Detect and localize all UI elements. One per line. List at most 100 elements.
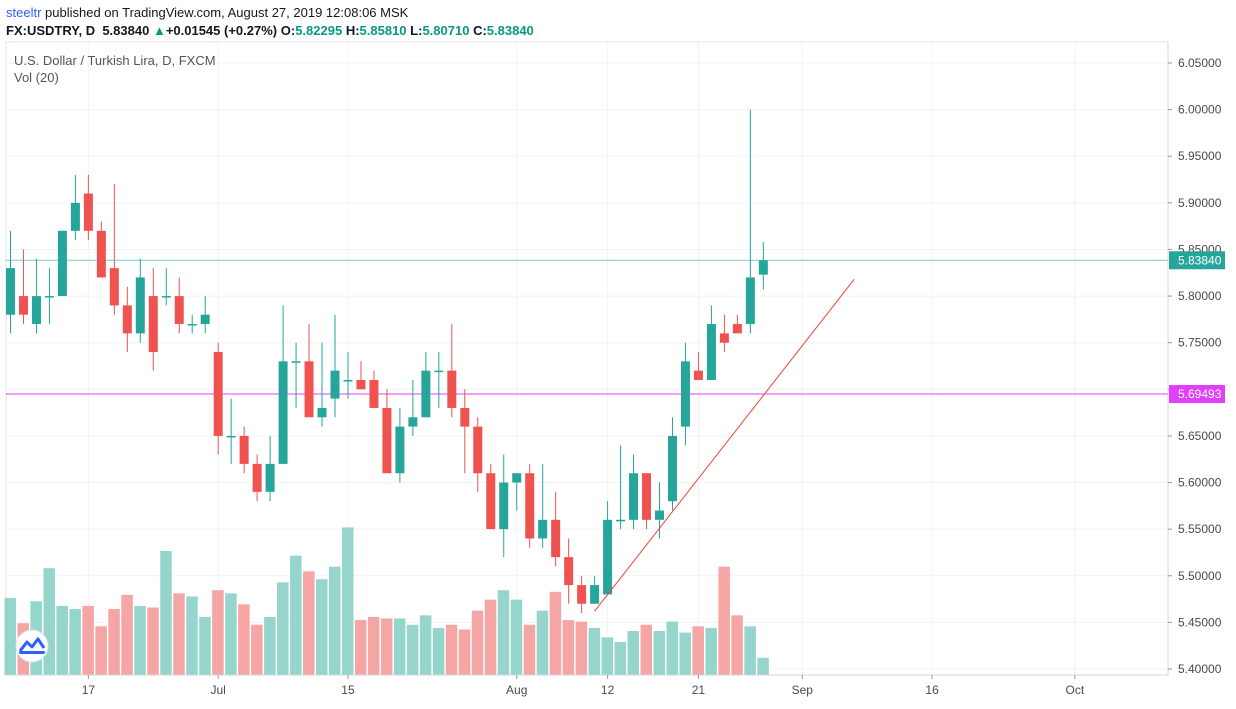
time-tick-label: 15 [341, 683, 355, 697]
price-tick-label: 5.55000 [1178, 522, 1222, 536]
volume-bar [277, 582, 289, 675]
time-tick-label: Sep [792, 683, 814, 697]
volume-bar [757, 657, 769, 675]
symbol-label[interactable]: FX:USDTRY, D [6, 23, 96, 38]
candle-body [719, 333, 729, 343]
publish-info: published on TradingView.com, August 27,… [41, 5, 409, 20]
candle-body [732, 324, 742, 334]
publish-line: steeltr published on TradingView.com, Au… [6, 4, 534, 22]
candle-body [343, 379, 353, 382]
candle-body [421, 370, 431, 418]
time-tick-label: 16 [925, 683, 939, 697]
time-tick-label: 21 [692, 683, 706, 697]
close-label: C: [473, 23, 487, 38]
price-tick-label: 5.95000 [1178, 149, 1222, 163]
volume-bar [160, 550, 172, 675]
time-axis[interactable]: 17 Jul 15 Aug 12 21 Sep 16 Oct [6, 674, 1168, 697]
candle-body [382, 407, 392, 474]
high-value: 5.85810 [359, 23, 407, 38]
volume-bar [406, 624, 419, 675]
candle-body [187, 324, 197, 326]
candle-body [758, 260, 768, 275]
candle-body [278, 361, 288, 464]
level-price-badge-bg [1169, 385, 1225, 404]
volume-bar [536, 610, 549, 675]
volume-bar [147, 607, 159, 675]
volume-bar [121, 594, 133, 675]
volume-bar [575, 621, 588, 675]
volume-bar [601, 637, 614, 675]
volume-bar [303, 571, 315, 675]
volume-bar [199, 616, 211, 675]
volume-bar [653, 631, 665, 675]
candle-body [200, 314, 210, 325]
candle-body [564, 557, 574, 586]
candle-body [226, 435, 236, 438]
candle-body [499, 482, 509, 530]
candle-body [148, 296, 158, 353]
chart-pane[interactable] [5, 41, 1169, 676]
candle-body [512, 473, 522, 483]
candle-body [486, 473, 496, 530]
last-price-text: 5.83840 [102, 23, 150, 38]
candle-body [317, 407, 327, 418]
volume-bar [108, 609, 120, 675]
time-tick-label: Jul [211, 683, 226, 697]
candle-body [18, 296, 28, 315]
candle-body [161, 296, 171, 298]
volume-bar [445, 624, 458, 675]
chart-header: steeltr published on TradingView.com, Au… [6, 4, 534, 40]
candle-body [135, 277, 145, 334]
candle-body [473, 426, 483, 474]
candle-body [83, 193, 93, 231]
volume-bar [4, 598, 16, 675]
volume-bar [705, 627, 717, 675]
candle-body [706, 324, 716, 380]
volume-bar [692, 626, 704, 675]
price-tick-label: 6.05000 [1178, 56, 1222, 70]
open-label: O: [280, 23, 296, 38]
price-tick-label: 5.65000 [1178, 429, 1222, 443]
trendline-segment[interactable] [594, 278, 855, 612]
volume-bar [458, 629, 471, 675]
tradingview-logo-icon[interactable] [15, 629, 49, 663]
volume-bar [264, 616, 276, 675]
price-tick-label: 6.00000 [1178, 103, 1222, 117]
price-tick-label: 5.40000 [1178, 662, 1222, 676]
price-axis[interactable]: 5.40000 5.45000 5.50000 5.55000 5.60000 5.650… [1167, 42, 1225, 676]
candle-body [252, 463, 262, 492]
volume-bar [316, 579, 328, 675]
price-tick-label: 5.45000 [1178, 615, 1222, 629]
trendline[interactable] [594, 278, 855, 612]
open-value: 5.82295 [295, 23, 343, 38]
volume-bar [354, 620, 367, 675]
candle-body [680, 361, 690, 427]
volume-bar [341, 527, 354, 675]
candle-body [304, 361, 314, 418]
candle-body [44, 296, 54, 298]
candle-body [655, 510, 664, 520]
candle-body [369, 379, 379, 408]
level-price-badge: 5.69493 [1178, 387, 1222, 401]
volume-bar [432, 627, 445, 675]
volume-bar [380, 618, 393, 675]
series-title: U.S. Dollar / Turkish Lira, D, FXCM [14, 53, 216, 68]
price-tick-label: 5.90000 [1178, 196, 1222, 210]
candle-body [57, 230, 67, 297]
volume-bar [666, 621, 678, 675]
author-link[interactable]: steeltr [6, 5, 42, 20]
volume-bar [523, 624, 536, 675]
volume-bar [731, 615, 743, 675]
candle-body [96, 230, 106, 278]
candle-body [538, 519, 548, 539]
price-tick-label: 5.50000 [1178, 569, 1222, 583]
volume-bar [69, 609, 81, 675]
volume-bar [43, 568, 55, 675]
volume-bar [238, 604, 250, 675]
candle-body [525, 473, 535, 539]
candle-body [590, 585, 600, 604]
volume-bar [367, 616, 380, 675]
time-tick-label: Oct [1066, 683, 1085, 697]
volume-legend: Vol (20) [14, 70, 59, 85]
